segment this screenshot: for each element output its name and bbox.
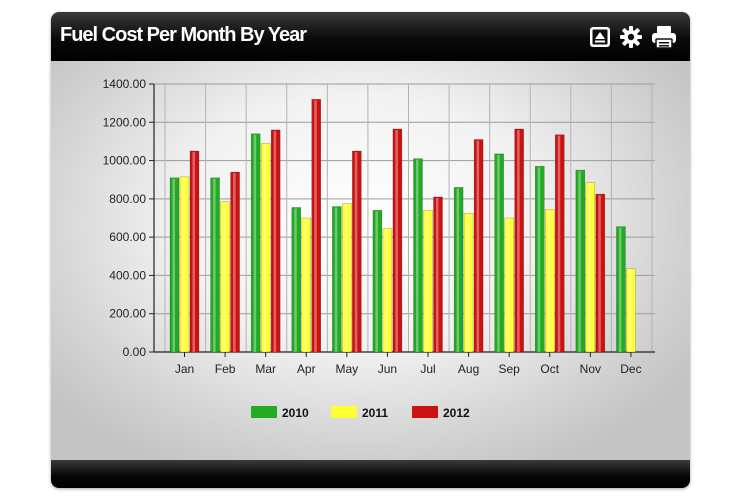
bar-2012-Jul — [433, 196, 443, 353]
bar-2010-Feb — [210, 177, 220, 353]
bar-2012-Jan — [189, 150, 200, 353]
x-tick-label: Jul — [420, 362, 435, 376]
bar-highlight — [294, 208, 297, 352]
bar-2012-Sep — [514, 128, 524, 353]
bar-2010-Nov — [575, 169, 586, 353]
bar-highlight — [416, 159, 419, 352]
y-tick-label: 1400.00 — [103, 77, 147, 91]
legend-label-2011: 2011 — [362, 406, 388, 420]
bar-highlight — [618, 227, 622, 352]
bar-2012-May — [352, 150, 362, 353]
bar-highlight — [334, 207, 338, 352]
bar-highlight — [233, 173, 236, 352]
widget-header: Fuel Cost Per Month By Year — [51, 12, 690, 61]
bar-2010-Jun — [372, 210, 383, 353]
x-tick-label: Apr — [297, 362, 316, 376]
bar-highlight — [588, 183, 591, 352]
bar-highlight — [395, 129, 398, 352]
bar-2012-Oct — [555, 134, 565, 353]
y-tick-label: 0.00 — [123, 345, 147, 359]
bar-highlight — [172, 178, 175, 352]
y-tick-label: 800.00 — [109, 192, 146, 206]
bar-2010-Dec — [616, 226, 626, 353]
legend-swatch-2010 — [251, 406, 277, 418]
widget-footer — [51, 460, 690, 488]
bar-highlight — [466, 214, 470, 352]
bar-highlight — [578, 171, 581, 352]
y-tick-label: 200.00 — [109, 307, 146, 321]
bar-highlight — [426, 211, 429, 352]
bar-highlight — [253, 134, 257, 352]
bar-2010-Aug — [453, 187, 464, 353]
x-tick-label: Sep — [498, 362, 520, 376]
bar-highlight — [182, 177, 185, 352]
y-tick-label: 1000.00 — [103, 154, 147, 168]
bar-2012-Nov — [595, 193, 606, 353]
print-icon[interactable] — [651, 25, 676, 49]
bar-highlight — [547, 210, 551, 352]
expand-icon[interactable] — [588, 25, 612, 49]
bar-highlight — [456, 188, 460, 352]
bar-highlight — [436, 197, 439, 352]
bar-2012-Apr — [311, 99, 321, 353]
x-tick-label: Jan — [175, 362, 194, 376]
y-tick-label: 1200.00 — [103, 115, 147, 129]
legend-swatch-2011 — [331, 406, 357, 418]
bar-highlight — [497, 154, 500, 352]
x-tick-label: Feb — [215, 362, 236, 376]
bar-2010-Mar — [250, 133, 261, 353]
chart-widget: Fuel Cost Per Month By Year — [51, 12, 690, 488]
bar-highlight — [344, 204, 348, 352]
bar-highlight — [517, 129, 520, 352]
bar-2012-Jun — [392, 128, 403, 353]
bar-highlight — [537, 167, 541, 352]
fuel-cost-chart: 0.00 200.00 400.00 600.00 800.00 1000.00 1200.… — [103, 77, 655, 420]
bar-highlight — [223, 202, 226, 352]
legend-swatch-2012 — [412, 406, 438, 418]
bar-highlight — [304, 219, 307, 352]
bar-highlight — [314, 100, 317, 352]
bar-2010-Apr — [291, 207, 301, 353]
x-tick-label: Aug — [458, 362, 479, 376]
legend-label-2012: 2012 — [443, 406, 470, 420]
bar-2010-Oct — [535, 166, 545, 353]
x-tick-label: Dec — [620, 362, 641, 376]
bar-2012-Aug — [473, 139, 484, 353]
widget-title: Fuel Cost Per Month By Year — [60, 24, 307, 46]
bar-highlight — [192, 152, 195, 352]
bar-highlight — [476, 140, 480, 352]
bar-2010-May — [332, 206, 342, 353]
legend-label-2010: 2010 — [282, 406, 309, 420]
bar-highlight — [213, 178, 216, 352]
y-tick-label: 600.00 — [109, 230, 146, 244]
bar-2010-Jul — [413, 158, 423, 353]
chart-area: 0.00 200.00 400.00 600.00 800.00 1000.00 1200.… — [51, 61, 690, 460]
bar-highlight — [263, 144, 267, 352]
x-tick-label: Mar — [255, 362, 276, 376]
bar-highlight — [557, 135, 561, 352]
x-tick-label: May — [335, 362, 358, 376]
bar-highlight — [273, 130, 277, 352]
x-tick-label: Nov — [580, 362, 601, 376]
bar-2012-Mar — [270, 129, 281, 353]
bar-highlight — [628, 269, 632, 352]
y-tick-label: 400.00 — [109, 268, 146, 282]
bar-2012-Feb — [230, 171, 240, 353]
bar-highlight — [385, 229, 388, 352]
x-tick-label: Oct — [540, 362, 559, 376]
x-tick-label: Jun — [378, 362, 397, 376]
bar-highlight — [507, 219, 510, 352]
bar-highlight — [354, 152, 358, 352]
bar-highlight — [598, 195, 601, 352]
bar-2010-Jan — [169, 177, 180, 353]
gear-icon[interactable] — [619, 25, 643, 49]
bar-highlight — [375, 211, 378, 352]
bar-2010-Sep — [494, 153, 504, 353]
